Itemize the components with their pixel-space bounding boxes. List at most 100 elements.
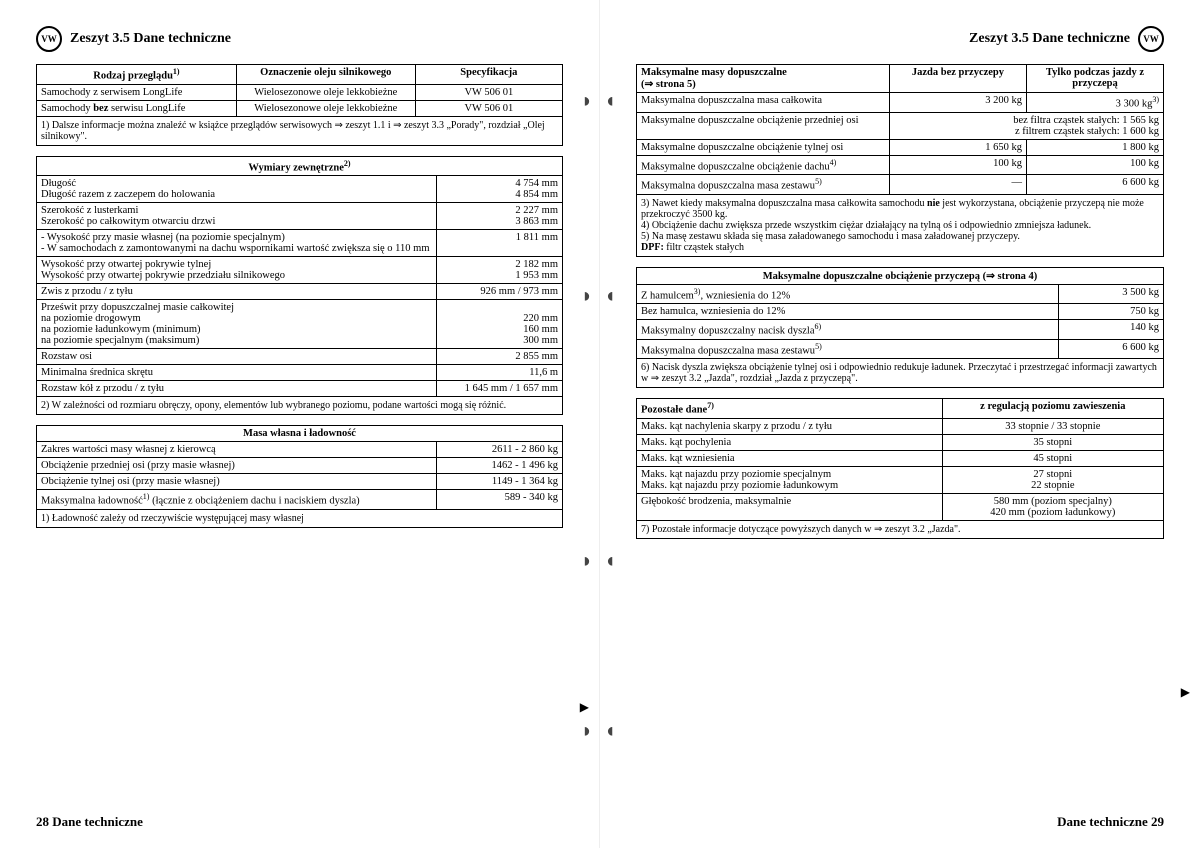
t5-title: Maksymalne dopuszczalne obciążenie przyc…	[637, 267, 1164, 284]
t6-v4b: 22 stopnie	[947, 480, 1159, 491]
t2-r2b: Szerokość po całkowitym otwarciu drzwi	[41, 216, 432, 227]
vw-logo-icon: VW	[1138, 26, 1164, 52]
t3-r2: Obciążenie przedniej osi (przy masie wła…	[37, 458, 437, 474]
t1-r1c3: VW 506 01	[415, 84, 562, 100]
dimensions-table: Wymiary zewnętrzne2) Długość Długość raz…	[36, 156, 563, 416]
t5-r2: Bez hamulca, wzniesienia do 12%	[637, 304, 1059, 320]
t2-title: Wymiary zewnętrzne	[248, 162, 344, 173]
t4-v4b: 100 kg	[1026, 155, 1163, 175]
t2-v2a: 2 227 mm	[441, 205, 558, 216]
t2-v1a: 4 754 mm	[441, 178, 558, 189]
binding-mark-icon: ◖	[604, 90, 616, 113]
t2-r6a: Prześwit przy dopuszczalnej masie całkow…	[41, 302, 432, 313]
t4-r3: Maksymalne dopuszczalne obciążenie tylne…	[637, 139, 890, 155]
t2-r9: Rozstaw kół z przodu / z tyłu	[37, 381, 437, 397]
t1-foot: 1) Dalsze informacje można znaleźć w ksi…	[37, 116, 563, 145]
t2-v3: 1 811 mm	[436, 230, 562, 257]
arrow-icon: ▶	[1181, 685, 1190, 700]
t2-r6c: na poziomie ładunkowym (minimum)	[41, 324, 432, 335]
t2-r4b: Wysokość przy otwartej pokrywie przedzia…	[41, 270, 432, 281]
t2-r4a: Wysokość przy otwartej pokrywie tylnej	[41, 259, 432, 270]
t4-v3b: 1 800 kg	[1026, 139, 1163, 155]
binding-mark-icon: ◗	[581, 285, 593, 308]
t3-title: Masa własna i ładowność	[37, 426, 563, 442]
mass-table: Masa własna i ładowność Zakres wartości …	[36, 425, 563, 528]
t2-v6b: 160 mm	[441, 324, 558, 335]
t1-h3: Specyfikacja	[415, 65, 562, 85]
t3-r4a: Maksymalna ładowność	[41, 496, 143, 507]
vw-logo-icon: VW	[36, 26, 62, 52]
header-right: Zeszyt 3.5 Dane techniczne VW	[636, 26, 1164, 52]
t4-r2: Maksymalne dopuszczalne obciążenie przed…	[637, 112, 890, 139]
t6-v3: 45 stopni	[942, 450, 1163, 466]
other-data-table: Pozostałe dane7) z regulacją poziomu zaw…	[636, 398, 1164, 539]
t1-r2c3: VW 506 01	[415, 100, 562, 116]
binding-mark-icon: ◗	[581, 90, 593, 113]
t2-foot: 2) W zależności od rozmiaru obręczy, opo…	[37, 397, 563, 415]
t1-r1c1: Samochody z serwisem LongLife	[37, 84, 237, 100]
t4-r5a: Maksymalna dopuszczalna masa zestawu	[641, 181, 815, 192]
t5-r3a: Maksymalny dopuszczalny nacisk dyszla	[641, 326, 815, 337]
t2-r8: Minimalna średnica skrętu	[37, 365, 437, 381]
t3-r4: Maksymalna ładowność1) (łącznie z obciąż…	[37, 490, 437, 510]
t4-r1: Maksymalna dopuszczalna masa całkowita	[637, 93, 890, 113]
t2-v6c: 300 mm	[441, 335, 558, 346]
t2-v1b: 4 854 mm	[441, 189, 558, 200]
t3-v2: 1462 - 1 496 kg	[436, 458, 562, 474]
t2-r6d: na poziomie specjalnym (maksimum)	[41, 335, 432, 346]
t4-v5a: —	[889, 175, 1026, 195]
t1-r2c1: Samochody bez serwisu LongLife	[37, 100, 237, 116]
t1-r1c2: Wielosezonowe oleje lekkobieżne	[236, 84, 415, 100]
t2-r3a: - Wysokość przy masie własnej (na poziom…	[41, 232, 432, 243]
oil-spec-table: Rodzaj przeglądu1) Oznaczenie oleju siln…	[36, 64, 563, 146]
t2-v4a: 2 182 mm	[441, 259, 558, 270]
t6-r2: Maks. kąt pochylenia	[637, 434, 943, 450]
t6-r5: Głębokość brodzenia, maksymalnie	[637, 493, 943, 520]
t2-r5: Zwis z przodu / z tyłu	[37, 284, 437, 300]
t6-h2: z regulacją poziomu zawieszenia	[942, 399, 1163, 419]
t6-r1: Maks. kąt nachylenia skarpy z przodu / z…	[637, 418, 943, 434]
t4-h3: Tylko podczas jazdy z przyczepą	[1026, 65, 1163, 93]
footer-left: 28 Dane techniczne	[36, 814, 143, 830]
t4-v4a: 100 kg	[889, 155, 1026, 175]
header-title-right: Zeszyt 3.5 Dane techniczne	[969, 31, 1130, 47]
t2-r7: Rozstaw osi	[37, 349, 437, 365]
t6-v1: 33 stopnie / 33 stopnie	[942, 418, 1163, 434]
max-mass-table: Maksymalne masy dopuszczalne (⇒ strona 5…	[636, 64, 1164, 257]
header-left: VW Zeszyt 3.5 Dane techniczne	[36, 26, 563, 52]
t1-h1: Rodzaj przeglądu	[93, 71, 173, 82]
t2-r2a: Szerokość z lusterkami	[41, 205, 432, 216]
t4-v5b: 6 600 kg	[1026, 175, 1163, 195]
binding-mark-icon: ◖	[604, 720, 616, 743]
t4-v2b: z filtrem cząstek stałych: 1 600 kg	[894, 126, 1159, 137]
t2-v5: 926 mm / 973 mm	[436, 284, 562, 300]
t3-r4b: (łącznie z obciążeniem dachu i naciskiem…	[149, 496, 359, 507]
t2-r1a: Długość	[41, 178, 432, 189]
page-right: Zeszyt 3.5 Dane techniczne VW Maksymalne…	[600, 0, 1200, 848]
t5-r1a: Z hamulcem	[641, 290, 694, 301]
t6-h1sup: 7)	[707, 401, 714, 410]
t1-r2c2: Wielosezonowe oleje lekkobieżne	[236, 100, 415, 116]
t2-v2b: 3 863 mm	[441, 216, 558, 227]
t6-foot: 7) Pozostałe informacje dotyczące powyżs…	[637, 520, 1164, 538]
t2-v9: 1 645 mm / 1 657 mm	[436, 381, 562, 397]
binding-mark-icon: ◖	[604, 550, 616, 573]
t3-r1: Zakres wartości masy własnej z kierowcą	[37, 442, 437, 458]
t4-v1bsup: 3)	[1152, 95, 1159, 104]
t4-f3: 5) Na masę zestawu składa się masa załad…	[641, 231, 1159, 242]
t6-r3: Maks. kąt wzniesienia	[637, 450, 943, 466]
t5-v3: 140 kg	[1058, 320, 1163, 340]
t6-v5a: 580 mm (poziom specjalny)	[947, 496, 1159, 507]
t2-r6b: na poziomie drogowym	[41, 313, 432, 324]
arrow-icon: ▶	[580, 700, 589, 715]
t2-v8: 11,6 m	[436, 365, 562, 381]
t4-f4a: DPF:	[641, 242, 664, 253]
binding-mark-icon: ◖	[604, 285, 616, 308]
t4-r5sup: 5)	[815, 177, 822, 186]
t6-h1: Pozostałe dane	[641, 405, 707, 416]
t6-r4a: Maks. kąt najazdu przy poziomie specjaln…	[641, 469, 938, 480]
t5-r4a: Maksymalna dopuszczalna masa zestawu	[641, 345, 815, 356]
t5-v1: 3 500 kg	[1058, 284, 1163, 304]
header-title-left: Zeszyt 3.5 Dane techniczne	[70, 31, 231, 47]
page-left: VW Zeszyt 3.5 Dane techniczne Rodzaj prz…	[0, 0, 600, 848]
